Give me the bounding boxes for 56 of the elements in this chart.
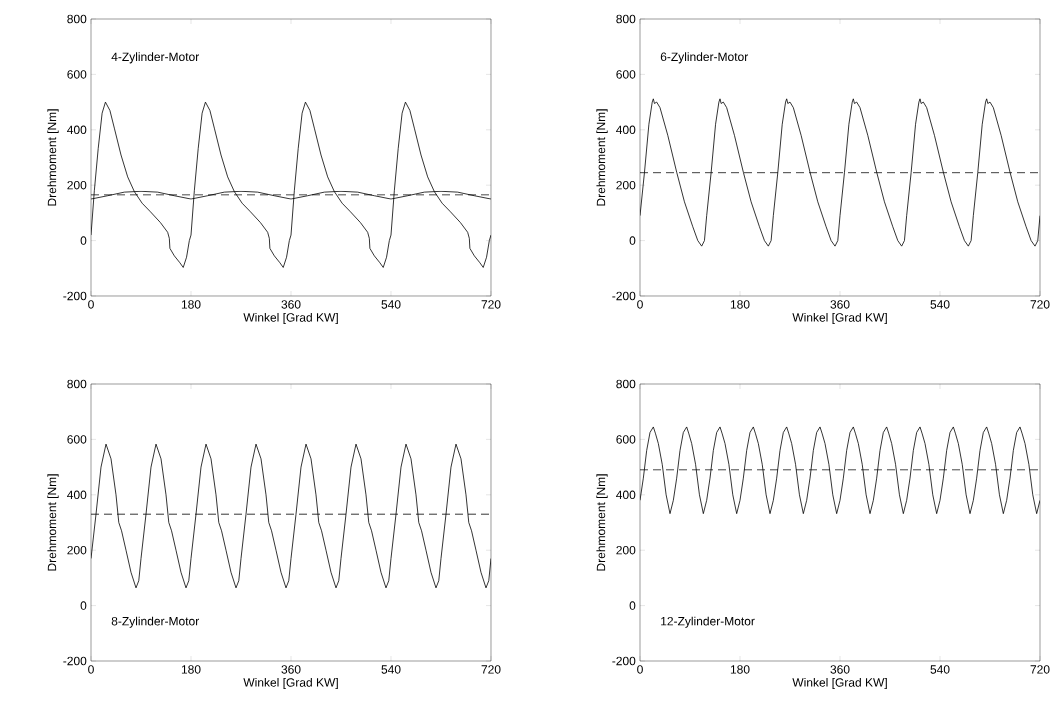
y-tick-label: 600 [616,435,636,444]
x-axis-title: Winkel [Grad KW] [243,312,338,325]
y-tick-label: 0 [80,236,87,245]
y-tick-label: 0 [629,601,636,610]
x-tick-label: 360 [281,300,301,309]
x-axis-title: Winkel [Grad KW] [792,677,887,690]
x-tick-label: 360 [281,665,301,674]
y-tick-label: 200 [616,545,636,555]
y-axis-title: Drehmoment [Nm] [596,474,608,571]
y-axis-title: Drehmoment [Nm] [47,474,59,571]
y-tick-label: -200 [63,291,87,301]
x-tick-label: 0 [637,300,643,309]
x-axis-title: Winkel [Grad KW] [792,312,887,325]
y-tick-label: 200 [616,180,636,190]
x-tick-label: 720 [481,300,501,309]
x-tick-label: 720 [1030,665,1050,674]
y-tick-label: 0 [629,236,636,245]
y-tick-label: 400 [616,125,636,135]
annotation: 4-Zylinder-Motor [111,52,200,64]
x-tick-label: 180 [181,300,201,309]
x-axis-title: Winkel [Grad KW] [243,677,338,690]
y-tick-label: 400 [67,125,87,135]
y-tick-label: 600 [67,70,87,79]
y-tick-label: 800 [616,379,636,389]
y-tick-label: 800 [616,14,636,24]
x-tick-label: 360 [830,300,850,309]
y-tick-label: 200 [67,180,87,190]
x-tick-label: 0 [637,665,643,674]
x-tick-label: 180 [730,300,750,309]
y-tick-label: 600 [67,435,87,444]
x-tick-label: 720 [481,665,501,674]
x-tick-label: 0 [88,300,94,309]
x-tick-label: 360 [830,665,850,674]
x-tick-label: 540 [381,300,401,309]
y-axis-title: Drehmoment [Nm] [596,109,608,206]
x-tick-label: 180 [730,665,750,674]
x-tick-label: 540 [930,665,950,674]
y-tick-label: 0 [80,601,87,610]
y-tick-label: -200 [612,291,636,301]
y-tick-label: 800 [67,379,87,389]
y-tick-label: -200 [612,656,636,666]
annotation: 12-Zylinder-Motor [661,616,755,628]
y-tick-label: -200 [63,656,87,666]
annotation: 6-Zylinder-Motor [660,52,749,64]
x-tick-label: 720 [1030,300,1050,309]
y-tick-label: 400 [67,490,87,500]
x-tick-label: 0 [88,665,94,674]
y-tick-label: 200 [67,545,87,555]
x-tick-label: 540 [930,300,950,309]
y-tick-label: 800 [67,14,87,24]
annotation: 8-Zylinder-Motor [111,616,200,628]
y-axis-title: Drehmoment [Nm] [47,109,59,206]
y-tick-label: 400 [616,490,636,500]
y-tick-label: 600 [616,70,636,79]
x-tick-label: 540 [381,665,401,674]
x-tick-label: 180 [181,665,201,674]
